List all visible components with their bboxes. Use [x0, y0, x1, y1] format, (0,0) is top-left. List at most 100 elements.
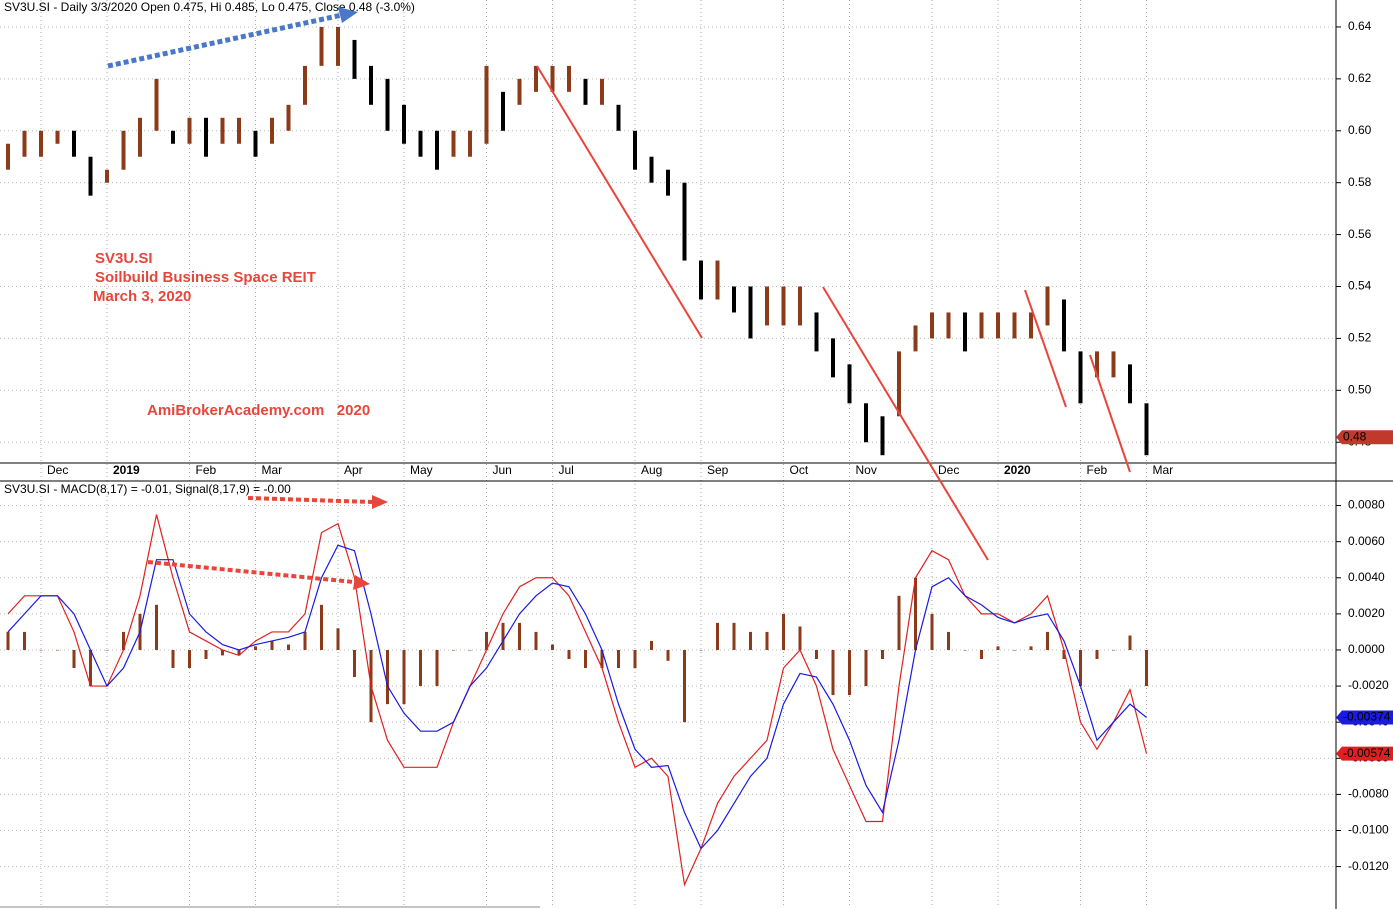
histogram-bar	[287, 644, 290, 650]
x-tick-label: Mar	[1153, 463, 1174, 477]
price-bar	[451, 130, 456, 157]
histogram-bar	[831, 649, 835, 696]
histogram-bar	[320, 604, 323, 650]
x-tick-label: May	[410, 463, 433, 477]
price-bar	[352, 39, 357, 79]
price-bar	[583, 78, 588, 105]
x-tick-label: Dec	[47, 463, 68, 477]
histogram-bar	[254, 646, 257, 650]
price-bar	[682, 182, 687, 261]
histogram-bar	[600, 649, 604, 669]
price-bar	[286, 104, 291, 131]
last-value-badge	[1336, 430, 1393, 445]
trend-lines	[536, 65, 1131, 561]
price-bar	[1062, 299, 1066, 352]
price-bar	[1095, 351, 1099, 378]
histogram-bar	[303, 631, 307, 650]
histogram-bar	[765, 631, 769, 650]
histogram-bar	[89, 649, 92, 687]
price-bar	[1111, 351, 1116, 378]
price-bar	[1144, 403, 1149, 456]
histogram-bar	[782, 613, 785, 650]
price-bar	[369, 65, 373, 105]
histogram-bar	[897, 595, 901, 650]
trend-line	[1089, 354, 1131, 473]
histogram-bar	[39, 649, 43, 651]
histogram-bar	[1095, 649, 1099, 659]
y-tick-label: 0.64	[1348, 19, 1372, 33]
histogram-bar	[501, 622, 505, 650]
price-bar	[616, 104, 621, 131]
price-bar	[765, 286, 769, 326]
histogram-bar	[6, 631, 10, 650]
price-bar	[336, 26, 340, 66]
price-bar	[979, 312, 984, 339]
price-bar	[435, 130, 439, 170]
price-bar	[864, 403, 868, 443]
price-bar	[946, 312, 951, 339]
histogram-bar	[798, 626, 802, 650]
price-bar	[633, 130, 637, 170]
histogram-bar	[435, 649, 439, 687]
x-tick-label: Sep	[707, 463, 729, 477]
x-tick-label: 2020	[1004, 463, 1031, 477]
annotation: March 3, 2020	[93, 288, 191, 305]
y-tick-label: 0.60	[1348, 123, 1372, 137]
macd-title: SV3U.SI - MACD(8,17) = -0.01, Signal(8,1…	[4, 482, 291, 496]
histogram-bar	[23, 631, 26, 650]
price-bar	[534, 65, 538, 92]
x-tick-label: Nov	[856, 463, 877, 477]
price-bar	[138, 117, 142, 157]
price-bar	[22, 130, 27, 157]
histogram-bar	[171, 649, 175, 669]
histogram-bar	[881, 649, 884, 659]
histogram-bar	[386, 649, 389, 705]
histogram-bar	[732, 622, 736, 650]
macd-line	[7, 544, 1147, 850]
price-bar	[385, 78, 390, 131]
price-bar	[715, 260, 720, 300]
histogram-bar	[980, 649, 983, 659]
histogram-bar	[749, 631, 752, 650]
price-bar	[1029, 312, 1033, 339]
x-tick-label: Oct	[790, 463, 809, 477]
price-bar	[88, 156, 93, 196]
price-bar	[484, 65, 489, 144]
histogram-bar	[666, 649, 670, 661]
price-bar	[154, 78, 159, 131]
price-bar	[814, 312, 819, 352]
histogram-bar	[996, 646, 1000, 650]
price-bar	[220, 117, 225, 144]
histogram-bar	[930, 613, 934, 650]
y-tick-label: 0.50	[1348, 382, 1372, 396]
histogram-bar	[452, 649, 455, 651]
price-bar	[798, 286, 802, 326]
price-bar	[831, 338, 835, 378]
price-bar	[517, 78, 522, 105]
last-value-badge	[1336, 746, 1393, 761]
price-bar	[187, 117, 192, 144]
price-bar	[996, 312, 1000, 339]
histogram-bar	[1079, 649, 1082, 687]
histogram-bar	[188, 649, 191, 669]
histogram-bar	[848, 649, 851, 696]
histogram-bar	[204, 649, 208, 659]
price-bar	[72, 130, 76, 157]
y-tick-label: -0.0120	[1348, 859, 1389, 873]
trend-line	[536, 65, 703, 339]
histogram-bar	[221, 649, 224, 656]
histogram-bar	[1145, 649, 1148, 687]
histogram-bar	[567, 649, 571, 659]
price-bar	[1012, 312, 1017, 339]
price-bar	[319, 26, 324, 66]
price-bar	[699, 260, 703, 300]
last-value-label: -0.00374	[1343, 710, 1391, 724]
x-tick-label: Aug	[641, 463, 662, 477]
x-tick-label: 2019	[113, 463, 140, 477]
y-tick-label: 0.0080	[1348, 498, 1385, 512]
labels-layer: Dec 2019 Feb Mar Apr May Jun Jul Aug Sep Oct Nov Dec…	[47, 19, 1393, 873]
last-value-label: -0.00574	[1343, 746, 1391, 760]
y-tick-label: 0.0060	[1348, 534, 1385, 548]
histogram-bar	[864, 649, 868, 687]
price-bar	[237, 117, 241, 144]
